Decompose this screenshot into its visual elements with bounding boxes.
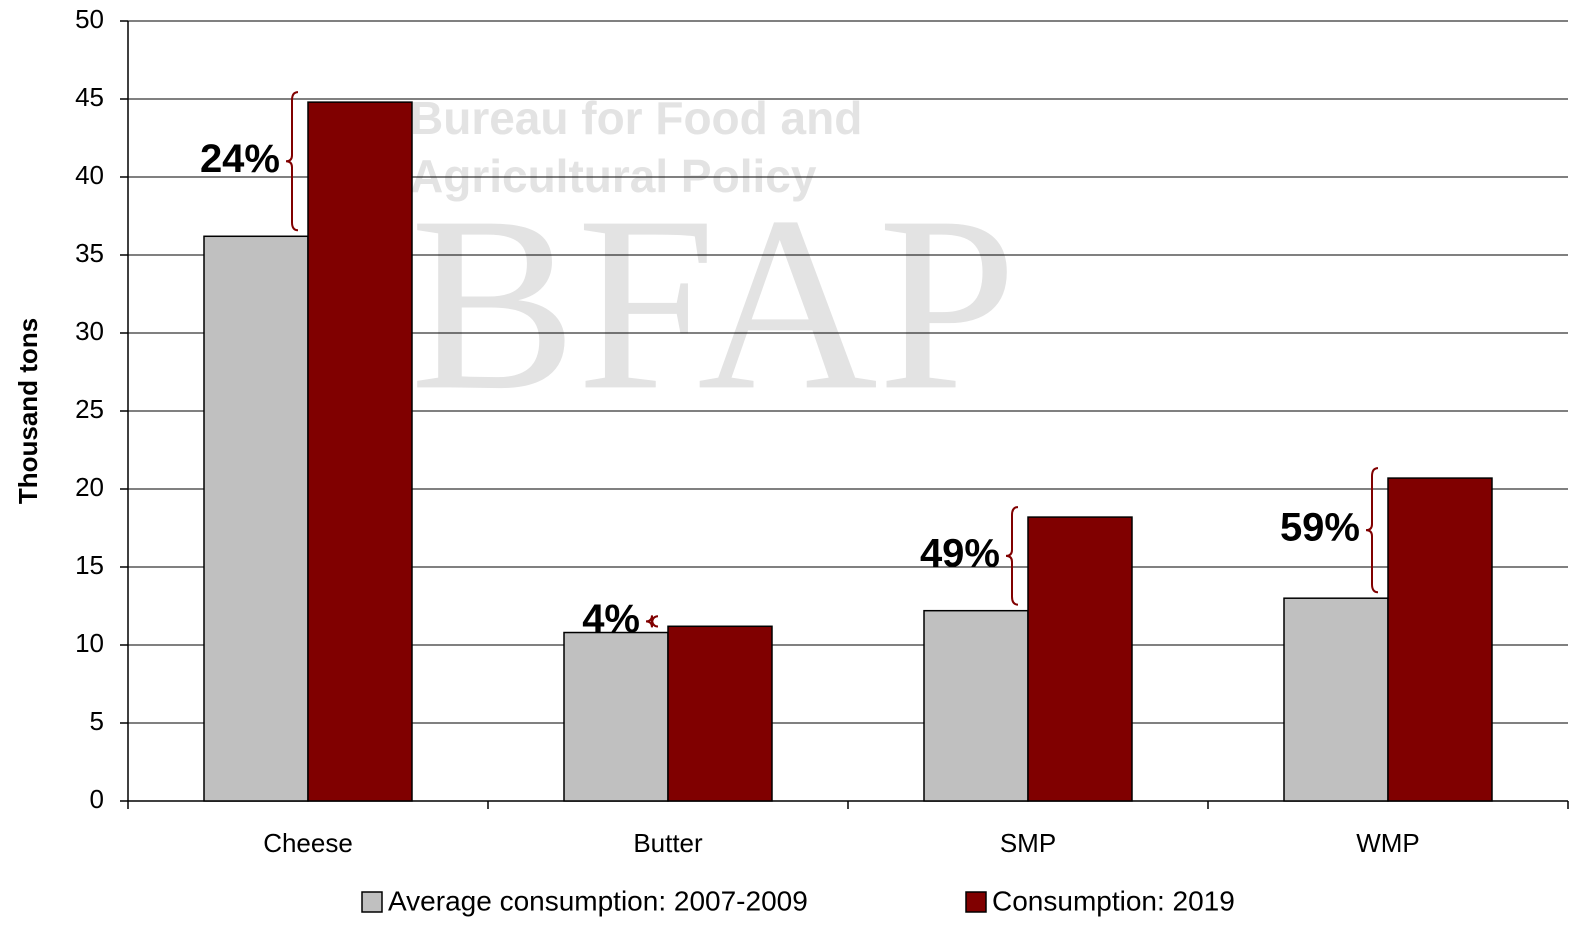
legend-label: Average consumption: 2007-2009 <box>388 885 808 916</box>
bar <box>307 101 413 802</box>
y-tick-label: 20 <box>75 472 104 502</box>
y-tick-label: 45 <box>75 82 104 112</box>
x-tick-label: Cheese <box>263 828 353 858</box>
annotation: 49% <box>920 531 1000 575</box>
brace <box>1005 506 1019 606</box>
y-tick-label: 50 <box>75 4 104 34</box>
x-tick-label: WMP <box>1356 828 1420 858</box>
watermark: Bureau for Food and Agricultural Policy … <box>410 92 1017 442</box>
legend-swatch <box>361 891 383 913</box>
bar <box>667 625 773 802</box>
annotation: 59% <box>1280 506 1360 550</box>
watermark-text: Bureau for Food and <box>410 92 862 144</box>
x-tick-label: Butter <box>633 828 703 858</box>
bar <box>923 609 1029 802</box>
legend-label: Consumption: 2019 <box>992 885 1235 916</box>
y-tick-label: 5 <box>90 706 104 736</box>
bar <box>203 235 309 802</box>
bar <box>1027 516 1133 802</box>
watermark-text: BFAP <box>410 165 1017 442</box>
bar <box>563 631 669 802</box>
brace <box>645 615 659 628</box>
brace <box>285 91 299 232</box>
y-tick-label: 10 <box>75 628 104 658</box>
watermark-text: Agricultural Policy <box>410 150 817 202</box>
y-tick-label: 25 <box>75 394 104 424</box>
x-tick-label: SMP <box>1000 828 1056 858</box>
y-axis-label: Thousand tons <box>13 318 43 504</box>
y-tick-label: 15 <box>75 550 104 580</box>
bar <box>1387 477 1493 802</box>
legend-swatch <box>965 891 987 913</box>
brace <box>1365 467 1379 594</box>
y-tick-label: 0 <box>90 784 104 814</box>
y-tick-label: 30 <box>75 316 104 346</box>
y-tick-label: 40 <box>75 160 104 190</box>
y-tick-label: 35 <box>75 238 104 268</box>
bar <box>1283 597 1389 802</box>
annotation: 4% <box>582 597 640 641</box>
annotation: 24% <box>200 137 280 181</box>
